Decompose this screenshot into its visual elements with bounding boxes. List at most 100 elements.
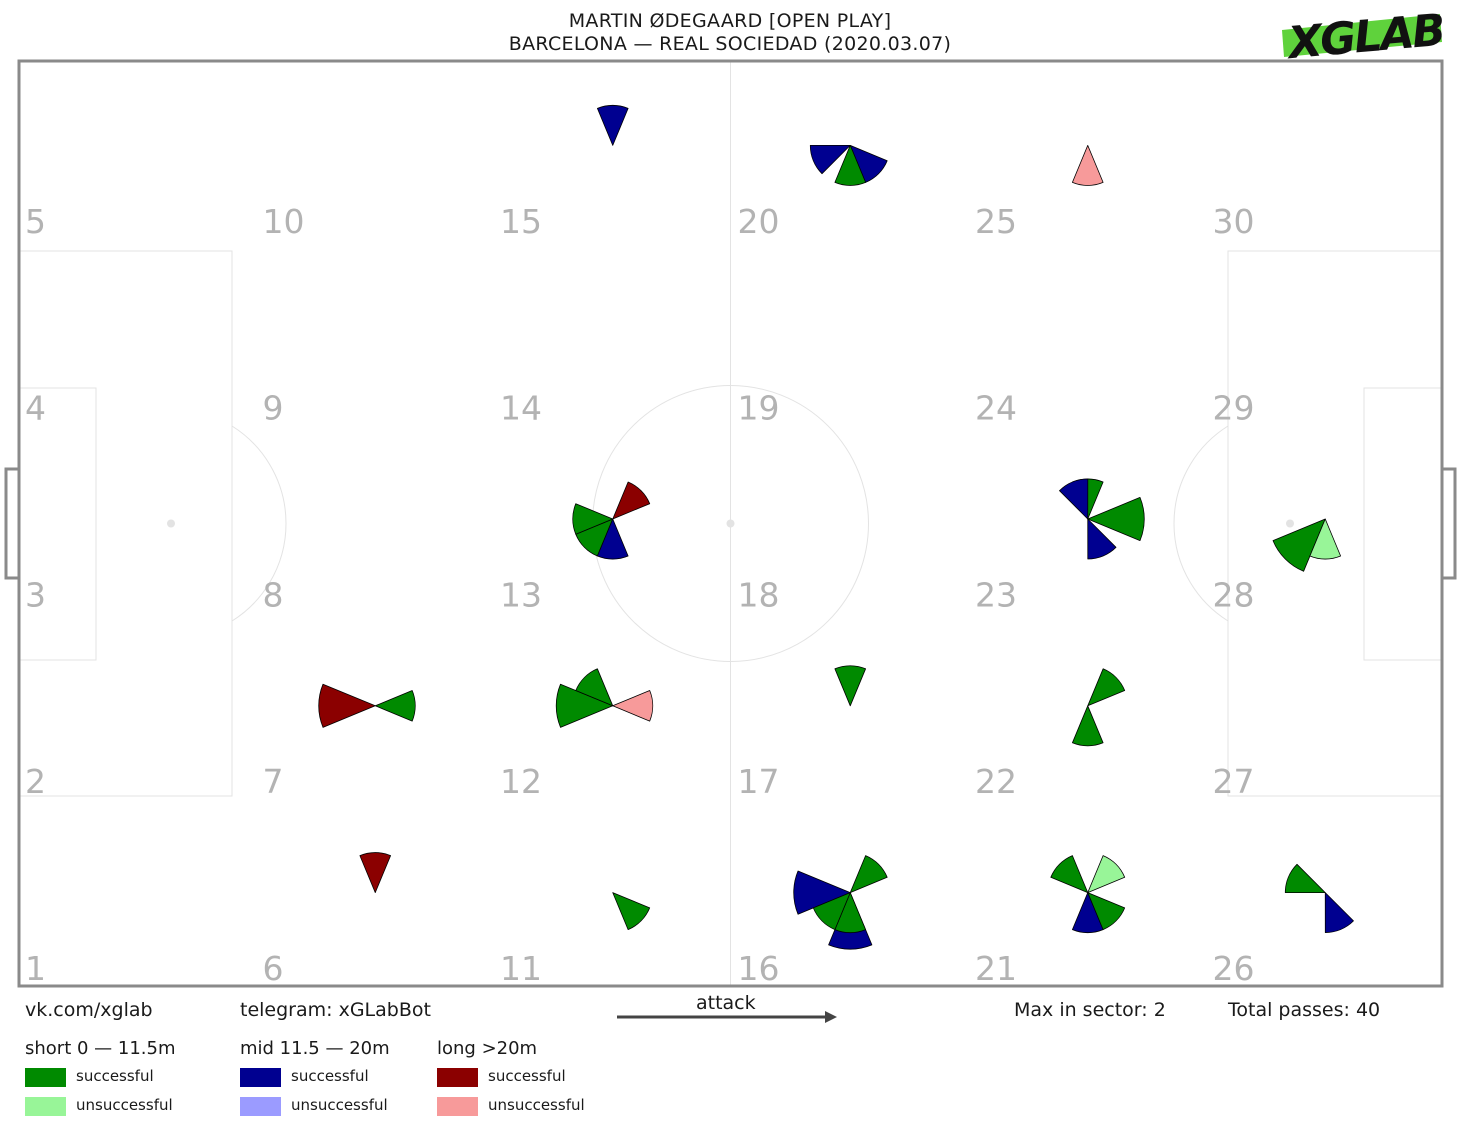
pass-wedge-sector-26-short-successful-35 <box>1284 863 1326 893</box>
legend-mid-unsuccessful-swatch <box>240 1097 281 1116</box>
total-passes: Total passes: 40 <box>1228 999 1381 1021</box>
pitch-border <box>17 59 1444 988</box>
pass-wedge-sector-13-long-successful-7 <box>612 481 651 520</box>
sector-number-16: 16 <box>738 949 780 988</box>
left-goal <box>4 467 21 580</box>
vk-link: vk.com/xglab <box>25 999 153 1021</box>
legend-short-title: short 0 — 11.5m <box>25 1038 176 1059</box>
left-goal-area <box>18 387 97 661</box>
sector-number-18: 18 <box>738 575 780 614</box>
left-penalty-spot <box>167 519 175 528</box>
legend-long-successful-swatch <box>437 1068 478 1087</box>
sector-number-15: 15 <box>500 202 542 241</box>
sector-number-4: 4 <box>25 389 46 428</box>
right-penalty-spot <box>1286 519 1294 528</box>
pass-wedge-sector-16-short-successful-20 <box>849 855 888 893</box>
title-match: BARCELONA — REAL SOCIEDAD (2020.03.07) <box>508 33 952 55</box>
sector-number-25: 25 <box>975 202 1017 241</box>
pass-wedge-sector-20-mid-successful-14 <box>809 145 851 175</box>
legend-mid-unsuccessful-label: unsuccessful <box>291 1096 388 1114</box>
sector-number-9: 9 <box>263 389 284 428</box>
pass-wedge-sector-13-mid-successful-6 <box>597 518 629 560</box>
legend-mid-title: mid 11.5 — 20m <box>240 1038 390 1059</box>
legend-mid-successful-label: successful <box>291 1067 369 1085</box>
pass-wedge-sector-22-short-successful-26 <box>1072 705 1104 747</box>
pass-wedge-sector-17-short-successful-15 <box>834 665 866 707</box>
sector-number-12: 12 <box>500 762 542 801</box>
pass-wedge-sector-23-mid-successful-22 <box>1087 518 1117 560</box>
sector-number-10: 10 <box>263 202 305 241</box>
sector-number-21: 21 <box>975 949 1017 988</box>
sector-number-8: 8 <box>263 575 284 614</box>
max-in-sector: Max in sector: 2 <box>1014 999 1166 1021</box>
legend-long-unsuccessful-label: unsuccessful <box>488 1096 585 1114</box>
right-goal <box>1440 467 1457 580</box>
pass-wedge-sector-6-long-successful-2 <box>359 852 391 893</box>
sector-number-5: 5 <box>25 202 46 241</box>
pass-wedge-sector-21-short-successful-30 <box>1050 855 1089 893</box>
sector-number-27: 27 <box>1213 762 1255 801</box>
legend-short-unsuccessful-label: unsuccessful <box>76 1096 173 1114</box>
sector-number-29: 29 <box>1213 389 1255 428</box>
legend-long-unsuccessful-swatch <box>437 1097 478 1116</box>
sector-number-1: 1 <box>25 949 46 988</box>
pass-wedge-sector-21-short-successful-29 <box>1087 892 1126 930</box>
right-goal-area <box>1363 387 1443 661</box>
legend-short-successful-swatch <box>25 1068 66 1087</box>
legend-long-successful-label: successful <box>488 1067 566 1085</box>
pass-wedge-sector-22-short-successful-27 <box>1087 668 1126 707</box>
left-penalty-area <box>18 250 233 797</box>
chart-title: MARTIN ØDEGAARD [OPEN PLAY] BARCELONA — … <box>0 10 1460 56</box>
sector-number-28: 28 <box>1213 575 1255 614</box>
sector-number-7: 7 <box>263 762 284 801</box>
pitch-markings <box>4 59 1457 988</box>
pass-wedge-sector-7-short-successful-1 <box>374 690 416 722</box>
pass-wedge-sector-26-mid-successful-34 <box>1324 892 1354 933</box>
sector-number-6: 6 <box>263 949 284 988</box>
sector-number-19: 19 <box>738 389 780 428</box>
sector-number-26: 26 <box>1213 949 1255 988</box>
pass-wedge-sector-28-short-unsuccessful-33 <box>1309 518 1341 560</box>
legend-mid-successful-swatch <box>240 1068 281 1087</box>
sector-number-17: 17 <box>738 762 780 801</box>
sector-number-24: 24 <box>975 389 1017 428</box>
attack-arrow-icon <box>617 1011 837 1023</box>
pass-wedge-sector-15-mid-successful-3 <box>597 104 629 146</box>
legend-short-unsuccessful-swatch <box>25 1097 66 1116</box>
pass-wedge-sector-12-short-successful-8 <box>555 683 614 728</box>
pass-wedge-sector-7-long-successful-0 <box>318 683 376 728</box>
pass-wedges <box>318 104 1354 950</box>
pass-wedge-sector-16-short-successful-19 <box>812 892 851 930</box>
attack-label: attack <box>696 992 756 1014</box>
telegram-link: telegram: xGLabBot <box>240 999 431 1021</box>
pass-wedge-sector-21-short-unsuccessful-31 <box>1087 855 1126 893</box>
right-penalty-area <box>1227 250 1443 797</box>
sector-number-14: 14 <box>500 389 542 428</box>
left-penalty-arc <box>231 425 287 622</box>
title-player: MARTIN ØDEGAARD [OPEN PLAY] <box>568 10 892 32</box>
pass-wedge-sector-23-mid-successful-25 <box>1059 478 1089 520</box>
sector-numbers: 1234567891011121314151617181920212223242… <box>25 202 1255 988</box>
legend-long-title: long >20m <box>437 1038 538 1059</box>
pass-wedge-sector-12-long-unsuccessful-10 <box>612 690 654 722</box>
pass-wedge-sector-13-short-successful-5 <box>572 503 614 535</box>
sector-number-22: 22 <box>975 762 1017 801</box>
legend-short-successful-label: successful <box>76 1067 154 1085</box>
logo-highlight <box>1282 14 1442 57</box>
pass-wedge-sector-11-short-successful-11 <box>612 892 651 930</box>
pass-wedge-sector-25-long-unsuccessful-21 <box>1072 145 1104 186</box>
pass-wedge-sector-16-mid-successful-18 <box>793 870 851 915</box>
pitch-chart: 1234567891011121314151617181920212223242… <box>4 59 1457 988</box>
sector-number-3: 3 <box>25 575 46 614</box>
sector-number-20: 20 <box>738 202 780 241</box>
sector-number-13: 13 <box>500 575 542 614</box>
pass-wedge-sector-20-short-successful-13 <box>834 145 866 186</box>
centre-spot <box>726 519 735 528</box>
sector-number-30: 30 <box>1213 202 1255 241</box>
pass-wedge-sector-12-short-successful-9 <box>575 668 614 707</box>
pass-wedge-sector-28-short-successful-32 <box>1272 518 1326 572</box>
sector-number-11: 11 <box>500 949 542 988</box>
right-penalty-arc <box>1173 425 1229 622</box>
sector-number-23: 23 <box>975 575 1017 614</box>
pass-wedge-sector-23-short-successful-23 <box>1087 497 1145 541</box>
